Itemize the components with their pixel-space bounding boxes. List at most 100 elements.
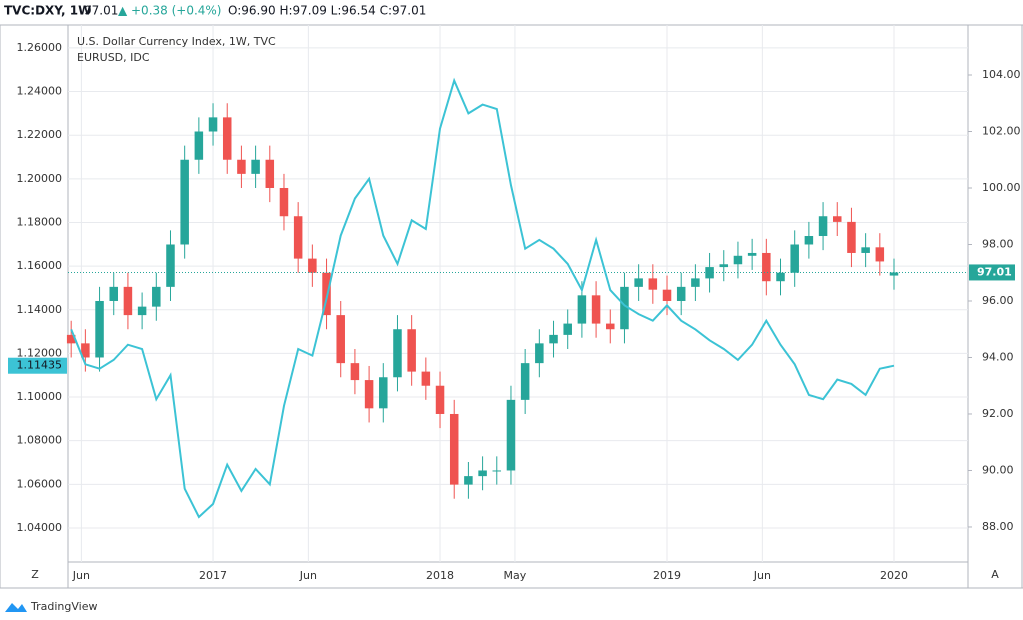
- y2-tick-label: 98.00: [982, 237, 1014, 250]
- x-tick-label: 2018: [426, 569, 454, 582]
- candle-body: [776, 272, 785, 282]
- candle-body: [393, 329, 402, 378]
- candle-body: [308, 258, 317, 273]
- candle-body: [137, 306, 147, 316]
- y2-tick-label: 104.00: [982, 68, 1021, 81]
- candle-body: [563, 323, 572, 335]
- candle-body: [336, 315, 345, 364]
- candle-body: [222, 117, 232, 160]
- logo: [5, 603, 27, 612]
- candle-body: [861, 247, 870, 253]
- y-tick-label: 1.08000: [17, 434, 63, 447]
- candle-body: [762, 252, 771, 282]
- candle-body: [591, 295, 601, 324]
- candle-body: [889, 272, 899, 276]
- candle-body: [492, 470, 502, 472]
- candle-body: [350, 363, 360, 381]
- y-tick-label: 1.10000: [17, 390, 63, 403]
- candle-body: [648, 278, 658, 290]
- y-tick-label: 1.06000: [17, 477, 63, 490]
- candle-body: [478, 470, 487, 477]
- candle-body: [790, 244, 799, 273]
- candle-body: [208, 117, 218, 132]
- candle-body: [237, 159, 246, 174]
- candle-body: [535, 343, 544, 364]
- candle-body: [66, 334, 76, 344]
- x-tick-label: Jun: [753, 569, 771, 582]
- candle-body: [435, 385, 445, 414]
- y2-tick-label: 96.00: [982, 294, 1014, 307]
- candle-body: [606, 323, 615, 330]
- y2-tick-label: 88.00: [982, 520, 1014, 533]
- labels: 1.04000 1.06000 1.08000 1.10000 1.12000 1.140…: [8, 41, 1021, 582]
- auto-button[interactable]: A: [991, 568, 999, 581]
- candle-body: [449, 413, 459, 485]
- candle-body: [364, 380, 374, 409]
- y-tick-label: 1.18000: [17, 215, 63, 228]
- scale-button[interactable]: Z: [31, 568, 39, 581]
- brand: TradingView: [30, 600, 97, 613]
- legend-overlay: EURUSD, IDC: [77, 51, 150, 64]
- header: TVC:DXY, 1W 97.01 ▲ +0.38 (+0.4%) O:96.9…: [4, 4, 426, 18]
- candle-body: [95, 300, 104, 358]
- candle-body: [322, 272, 331, 316]
- y-tick-label: 1.04000: [17, 521, 63, 534]
- x-tick-label: 2020: [880, 569, 908, 582]
- y-tick-label: 1.12000: [17, 346, 63, 359]
- candle-body: [620, 286, 629, 330]
- candle-body: [379, 377, 388, 409]
- change: +0.38 (+0.4%): [131, 4, 222, 18]
- candle-body: [279, 187, 289, 217]
- y2-tick-label: 94.00: [982, 350, 1014, 363]
- candle-body: [81, 343, 90, 358]
- candle-body: [818, 216, 828, 237]
- candle-body: [691, 278, 700, 287]
- candle-body: [747, 252, 757, 256]
- candle-body: [676, 286, 686, 301]
- candle-body: [662, 289, 672, 301]
- candle-body: [733, 255, 743, 265]
- y-tick-label: 1.26000: [17, 41, 63, 54]
- candle-body: [251, 159, 260, 174]
- legend-main: U.S. Dollar Currency Index, 1W, TVC: [77, 35, 276, 48]
- y2-tick-label: 100.00: [982, 181, 1021, 194]
- y-tick-label: 1.22000: [17, 128, 63, 141]
- candle-body: [166, 244, 175, 287]
- y-tick-label: 1.24000: [17, 85, 63, 98]
- candle-body: [407, 329, 416, 372]
- last-price: 97.01: [84, 4, 118, 18]
- y2-tick-label: 92.00: [982, 407, 1014, 420]
- y-tick-label: 1.14000: [17, 303, 63, 316]
- candle-body: [421, 371, 431, 386]
- y2-tick-label: 102.00: [982, 124, 1021, 137]
- candle-body: [875, 247, 885, 262]
- candle-body: [847, 221, 856, 253]
- candle-body: [705, 267, 714, 279]
- x-tick-label: 2019: [653, 569, 681, 582]
- candle-body: [577, 295, 587, 324]
- last-value-badge: [8, 357, 67, 374]
- arrow: ▲: [118, 4, 128, 18]
- candle-body: [123, 286, 133, 316]
- y-tick-label: 1.20000: [17, 172, 63, 185]
- candle-body: [194, 131, 204, 160]
- ohlc: O:96.90 H:97.09 L:96.54 C:97.01: [228, 4, 426, 18]
- symbol: TVC:DXY, 1W: [4, 4, 91, 18]
- x-tick-label: Jun: [72, 569, 90, 582]
- x-tick-label: 2017: [199, 569, 227, 582]
- x-tick-label: Jun: [299, 569, 317, 582]
- x-tick-label: May: [504, 569, 527, 582]
- candle-body: [109, 286, 118, 301]
- y2-tick-label: 90.00: [982, 463, 1014, 476]
- candle-body: [152, 286, 161, 307]
- candle-body: [293, 216, 303, 259]
- last-value-label: 1.11435: [17, 359, 63, 372]
- candle-body: [804, 236, 814, 245]
- marks: [66, 77, 968, 519]
- candle-body: [833, 216, 842, 222]
- candle-body: [464, 476, 473, 485]
- candle-body: [180, 159, 189, 245]
- last-price-badge: [969, 264, 1015, 281]
- candle-body: [719, 264, 729, 268]
